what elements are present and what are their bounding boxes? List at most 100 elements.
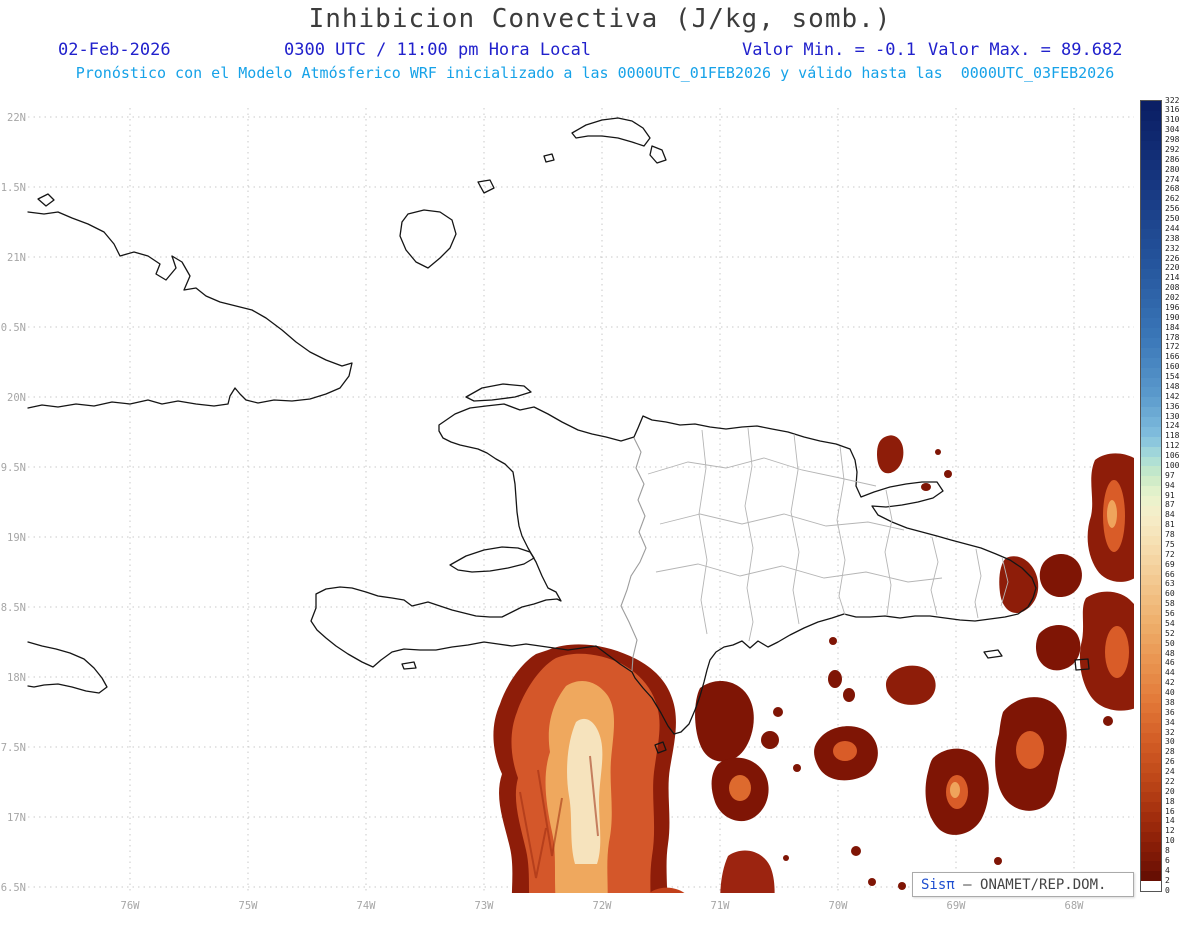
colorbar-tick-label: 322 bbox=[1165, 95, 1180, 105]
colorbar-tick-label: 124 bbox=[1165, 421, 1180, 431]
colorbar-tick-label: 286 bbox=[1165, 154, 1180, 164]
lat-tick-label: 21N bbox=[7, 252, 26, 264]
lat-tick-label: 17N bbox=[7, 812, 26, 824]
ile-a-vache-island bbox=[401, 661, 417, 670]
colorbar-tick-label: 196 bbox=[1165, 302, 1180, 312]
colorbar-tick-label: 274 bbox=[1165, 174, 1180, 184]
colorbar-cell bbox=[1141, 703, 1161, 714]
lon-tick-label: 68W bbox=[1065, 900, 1085, 912]
colorbar-tick-label: 190 bbox=[1165, 312, 1180, 322]
colorbar-cell bbox=[1141, 614, 1161, 625]
value-min: Valor Min. = -0.1 bbox=[742, 40, 916, 60]
cuba-coastline bbox=[27, 211, 353, 409]
cin-speck bbox=[935, 449, 941, 455]
colorbar-tick-label: 91 bbox=[1165, 490, 1175, 500]
colorbar-tick-label: 28 bbox=[1165, 747, 1175, 757]
province-boundary bbox=[790, 433, 800, 625]
colorbar-cell bbox=[1141, 505, 1161, 516]
colorbar-tick-label: 44 bbox=[1165, 668, 1175, 678]
colorbar-cell bbox=[1141, 733, 1161, 743]
colorbar-tick-label: 69 bbox=[1165, 559, 1175, 569]
colorbar-tick-label: 136 bbox=[1165, 401, 1180, 411]
cin-speck bbox=[851, 846, 861, 856]
colorbar-cell bbox=[1141, 199, 1161, 210]
lon-tick-label: 73W bbox=[475, 900, 495, 912]
lon-tick-label: 74W bbox=[357, 900, 377, 912]
cin-speck bbox=[898, 882, 906, 890]
colorbar-cell bbox=[1141, 120, 1161, 131]
cin-speck bbox=[828, 670, 842, 688]
colorbar-tick-label: 8 bbox=[1165, 846, 1170, 855]
colorbar-cell bbox=[1141, 367, 1161, 378]
cin-blob-core bbox=[729, 775, 751, 801]
colorbar-tick-label: 292 bbox=[1165, 144, 1180, 154]
colorbar-cell bbox=[1141, 446, 1161, 457]
little-inagua-island bbox=[477, 179, 495, 194]
lat-tick-label: 21.5N bbox=[0, 182, 26, 194]
colorbar-tick-label: 208 bbox=[1165, 283, 1180, 293]
colorbar-tick-label: 0 bbox=[1165, 885, 1170, 895]
colorbar-cell bbox=[1141, 249, 1161, 259]
jamaica-coastline bbox=[27, 641, 108, 694]
colorbar-cell bbox=[1141, 229, 1161, 240]
colorbar-cell bbox=[1141, 189, 1161, 200]
colorbar-cell bbox=[1141, 278, 1161, 289]
colorbar-cell bbox=[1141, 762, 1161, 773]
colorbar-cell bbox=[1141, 160, 1161, 171]
colorbar-cell bbox=[1141, 101, 1161, 111]
cin-blob bbox=[877, 435, 904, 474]
forecast-time: 0300 UTC / 11:00 pm Hora Local bbox=[284, 40, 592, 60]
colorbar-cell bbox=[1141, 535, 1161, 546]
beata-island bbox=[654, 741, 667, 754]
colorbar-cell bbox=[1141, 338, 1161, 348]
colorbar-cell bbox=[1141, 584, 1161, 595]
colorbar-cell bbox=[1141, 594, 1161, 605]
colorbar-cell bbox=[1141, 575, 1161, 585]
province-boundary bbox=[744, 427, 754, 642]
colorbar-cell bbox=[1141, 604, 1161, 615]
colorbar-cell bbox=[1141, 673, 1161, 684]
colorbar-tick-label: 34 bbox=[1165, 717, 1175, 727]
value-max: Valor Max. = 89.682 bbox=[928, 40, 1123, 60]
province-boundary bbox=[659, 513, 905, 531]
province-boundary-layer bbox=[620, 427, 1009, 672]
colorbar-tick-label: 72 bbox=[1165, 549, 1175, 559]
colorbar-cell bbox=[1141, 693, 1161, 704]
lat-tick-label: 19.5N bbox=[0, 462, 26, 474]
cin-speck bbox=[793, 764, 801, 772]
colorbar-cell bbox=[1141, 742, 1161, 753]
province-boundary bbox=[655, 563, 943, 583]
cin-streak bbox=[537, 769, 563, 857]
colorbar-cell bbox=[1141, 644, 1161, 654]
colorbar-tick-label: 58 bbox=[1165, 599, 1175, 609]
colorbar-tick-label: 172 bbox=[1165, 342, 1180, 352]
colorbar-cell bbox=[1141, 782, 1161, 793]
province-boundary bbox=[1000, 556, 1009, 607]
province-boundary bbox=[647, 457, 877, 487]
colorbar-cell bbox=[1141, 525, 1161, 536]
cin-blob-bottom bbox=[720, 850, 775, 893]
credit-system-name: Sis bbox=[921, 876, 947, 893]
credit-pi-logo: π bbox=[946, 876, 955, 893]
colorbar-tick-label: 18 bbox=[1165, 796, 1175, 806]
gonave-island bbox=[449, 546, 535, 573]
colorbar-cell bbox=[1141, 871, 1161, 882]
colorbar-cell bbox=[1141, 209, 1161, 220]
colorbar-tick-label: 78 bbox=[1165, 530, 1175, 539]
colorbar-tick-label: 316 bbox=[1165, 105, 1180, 115]
colorbar-tick-label: 87 bbox=[1165, 500, 1175, 510]
colorbar-tick-label: 60 bbox=[1165, 589, 1175, 599]
cin-speck bbox=[1103, 716, 1113, 726]
hispaniola-coastline bbox=[310, 403, 1037, 735]
colorbar-cell bbox=[1141, 634, 1161, 645]
lon-tick-label: 71W bbox=[711, 900, 731, 912]
cuba-islet bbox=[37, 193, 55, 207]
colorbar-cell bbox=[1141, 515, 1161, 526]
colorbar-tick-label: 298 bbox=[1165, 135, 1180, 144]
colorbar-cell bbox=[1141, 654, 1161, 664]
colorbar-cell bbox=[1141, 328, 1161, 338]
colorbar-tick-label: 130 bbox=[1165, 411, 1180, 421]
caicos-cay bbox=[543, 153, 555, 163]
colorbar-cell bbox=[1141, 377, 1161, 388]
